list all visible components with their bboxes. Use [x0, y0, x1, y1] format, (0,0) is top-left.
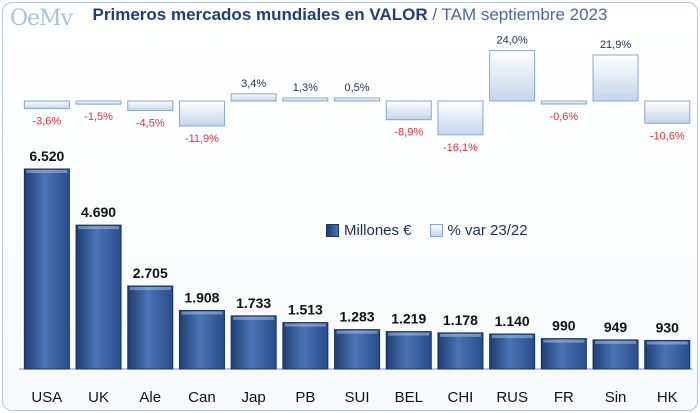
x-tick-label-sin: Sin — [605, 389, 627, 406]
var-bar-can — [178, 100, 225, 127]
var-label-pb: 1,3% — [293, 82, 318, 94]
bar-value-label-sui: 1.283 — [340, 309, 375, 325]
legend-swatch-var — [429, 224, 443, 237]
var-bar-usa — [23, 100, 70, 110]
bar-value-label-uk: 4.690 — [81, 204, 116, 220]
x-tick-label-rus: RUS — [496, 389, 528, 406]
bar-highlight-bel — [388, 332, 430, 336]
var-bar-sui — [334, 97, 381, 102]
x-tick-label-pb: PB — [295, 389, 315, 406]
bar-value-hk — [644, 339, 691, 370]
bar-highlight-sui — [336, 330, 378, 334]
var-label-sui: 0,5% — [345, 82, 370, 94]
bar-value-label-fr: 990 — [552, 318, 576, 334]
var-bar-fr — [540, 100, 587, 105]
x-tick-label-uk: UK — [88, 389, 109, 406]
bar-highlight-jap — [233, 316, 275, 320]
bar-value-rus — [489, 333, 536, 370]
var-label-jap: 3,4% — [241, 78, 266, 90]
x-tick-label-ale: Ale — [139, 389, 161, 406]
var-bar-jap — [230, 93, 277, 102]
bar-value-chi — [437, 332, 484, 370]
bar-value-label-pb: 1.513 — [288, 302, 323, 318]
bar-value-label-can: 1.908 — [184, 289, 219, 305]
var-label-hk: -10,6% — [650, 130, 685, 142]
var-bar-sin — [592, 54, 639, 102]
var-bar-hk — [644, 100, 691, 124]
chart-title-period: / TAM septiembre 2023 — [432, 5, 608, 24]
bar-value-label-chi: 1.178 — [443, 312, 478, 328]
bar-value-label-ale: 2.705 — [133, 265, 168, 281]
var-bar-pb — [282, 97, 329, 102]
chart-title: Primeros mercados mundiales en VALOR / T… — [0, 5, 700, 25]
var-label-fr: -0,6% — [549, 111, 578, 123]
bar-highlight-hk — [646, 341, 688, 345]
var-label-can: -11,9% — [185, 133, 219, 145]
x-tick-label-jap: Jap — [242, 389, 266, 406]
bar-highlight-can — [181, 311, 223, 315]
var-bar-bel — [385, 100, 432, 121]
legend-label-var: % var 23/22 — [447, 222, 528, 239]
bar-value-bel — [385, 331, 432, 370]
legend-swatch-bar — [326, 224, 339, 237]
x-tick-label-hk: HK — [657, 389, 678, 406]
var-label-chi: -16,1% — [443, 142, 478, 154]
var-bar-chi — [437, 100, 484, 136]
bar-value-sin — [592, 339, 639, 370]
var-bar-ale — [127, 100, 174, 111]
x-tick-label-fr: FR — [554, 389, 574, 406]
bar-highlight-usa — [26, 170, 68, 173]
bar-value-pb — [282, 322, 329, 370]
bar-highlight-rus — [491, 335, 533, 339]
var-label-ale: -4,5% — [136, 117, 165, 129]
legend-item-millones: Millones € — [326, 222, 412, 239]
bar-value-usa — [23, 168, 70, 370]
legend-item-var: % var 23/22 — [429, 222, 528, 239]
var-bar-uk — [75, 100, 122, 105]
bar-value-jap — [230, 315, 277, 370]
bar-value-label-rus: 1.140 — [495, 313, 530, 329]
x-tick-label-chi: CHI — [448, 389, 474, 406]
bar-value-label-bel: 1.219 — [391, 311, 426, 327]
x-tick-label-bel: BEL — [395, 389, 423, 406]
bar-value-label-usa: 6.520 — [29, 148, 64, 164]
bar-highlight-uk — [78, 226, 120, 230]
bar-highlight-chi — [439, 333, 481, 337]
var-label-uk: -1,5% — [84, 111, 113, 123]
bar-value-sui — [334, 329, 381, 370]
bar-value-can — [178, 309, 225, 370]
var-label-rus: 24,0% — [497, 35, 528, 47]
bar-highlight-pb — [284, 323, 326, 327]
var-bar-rus — [489, 50, 536, 102]
var-label-usa: -3,6% — [32, 116, 61, 128]
x-tick-label-can: Can — [188, 389, 216, 406]
x-tick-label-sui: SUI — [345, 389, 370, 406]
bar-highlight-sin — [595, 340, 637, 344]
x-tick-label-usa: USA — [31, 389, 62, 406]
bar-value-uk — [75, 224, 122, 370]
legend-label-millones: Millones € — [344, 222, 412, 239]
bar-value-ale — [127, 285, 174, 370]
chart-title-main: Primeros mercados mundiales en VALOR — [92, 5, 428, 24]
bar-highlight-ale — [129, 287, 171, 291]
var-label-sin: 21,9% — [600, 39, 631, 51]
var-label-bel: -8,9% — [394, 127, 423, 139]
bar-highlight-fr — [543, 339, 585, 343]
bar-value-label-sin: 949 — [604, 319, 628, 335]
bar-value-label-hk: 930 — [656, 319, 680, 335]
bar-value-fr — [540, 338, 587, 370]
oemv-logo: OeMv — [10, 6, 73, 31]
chart-legend: Millones € % var 23/22 — [326, 222, 546, 239]
bar-value-label-jap: 1.733 — [236, 295, 271, 311]
